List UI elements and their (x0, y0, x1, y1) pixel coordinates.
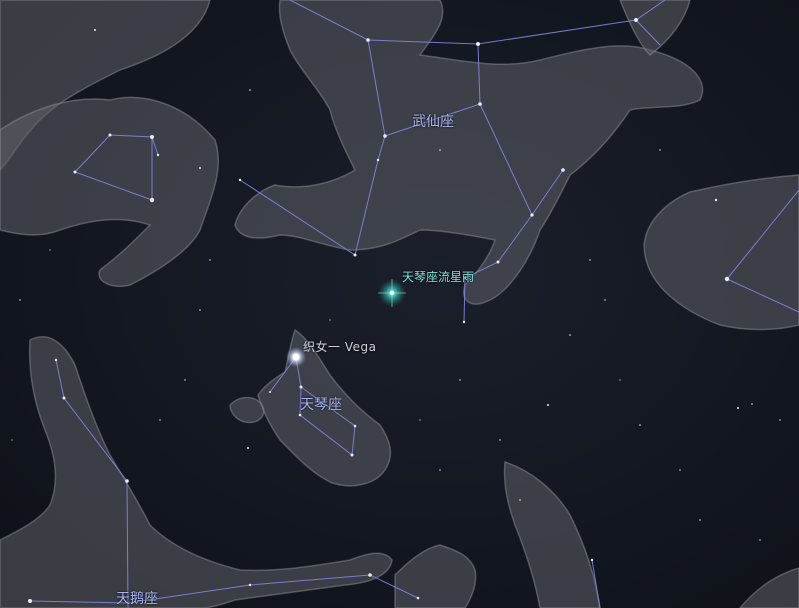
cygnus-art (0, 336, 393, 608)
lower-wing-art (503, 460, 601, 608)
bottom-right-art (739, 567, 799, 608)
hercules-label[interactable]: 武仙座 (412, 114, 454, 130)
right-figure-art (643, 174, 799, 331)
cygnus-lines (55, 359, 129, 608)
draco-head-art (0, 96, 219, 287)
lyra-harp-art (257, 328, 392, 487)
hercules-art (234, 0, 704, 305)
vulpecula-art (394, 544, 477, 608)
stars (11, 18, 781, 603)
vega-label[interactable]: 织女一 Vega (303, 340, 377, 354)
lyrids-label[interactable]: 天琴座流星雨 (402, 270, 475, 284)
lyra-scroll-art (229, 396, 265, 424)
lyra-label[interactable]: 天琴座 (300, 397, 342, 413)
lyrids-radiant-marker[interactable] (378, 279, 406, 307)
right-lines (726, 189, 799, 280)
hercules-club-art (619, 0, 691, 56)
lower-right-lines (591, 559, 601, 608)
vega-star[interactable] (286, 347, 306, 367)
lyra-lines (295, 356, 356, 456)
cygnus-label[interactable]: 天鹅座 (116, 591, 158, 607)
